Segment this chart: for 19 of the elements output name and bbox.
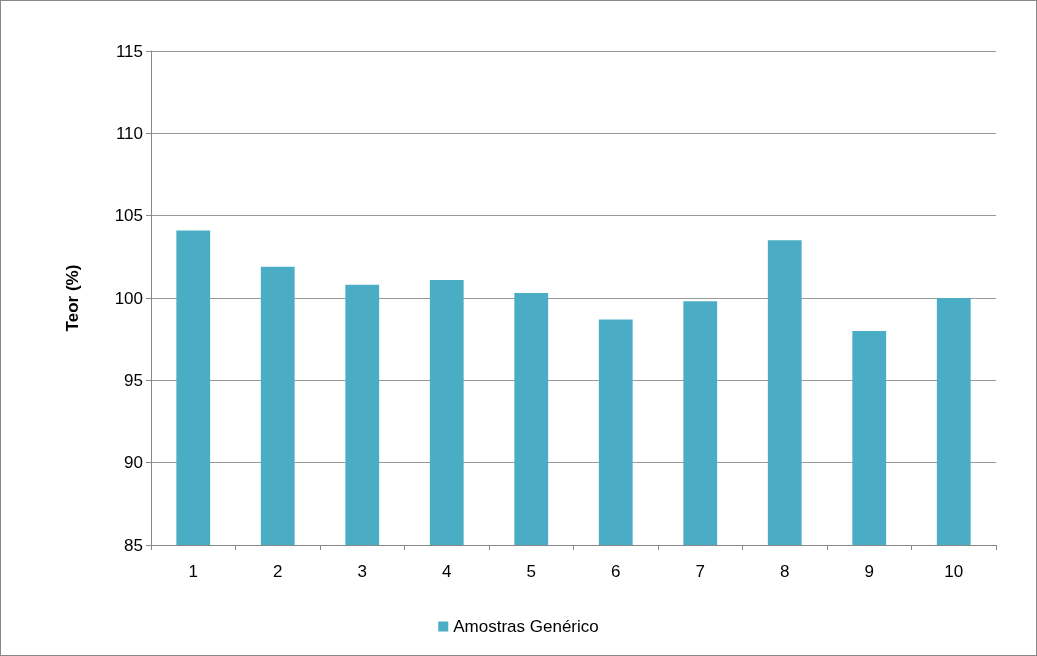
x-tick-label: 1 <box>188 562 198 581</box>
x-tick-label: 8 <box>780 562 790 581</box>
x-tick-label: 5 <box>526 562 536 581</box>
x-tick-label: 3 <box>357 562 367 581</box>
x-tick-label: 4 <box>442 562 452 581</box>
x-tick-label: 9 <box>864 562 874 581</box>
y-tick-label: 95 <box>124 370 143 390</box>
y-tick-label: 85 <box>124 535 143 555</box>
y-tick-label: 90 <box>124 453 143 473</box>
legend-label: Amostras Genérico <box>453 617 599 636</box>
y-tick-label: 100 <box>114 288 143 308</box>
y-axis-title: Teor (%) <box>63 264 82 332</box>
x-tick-label: 6 <box>611 562 621 581</box>
y-tick-label: 115 <box>115 41 143 61</box>
x-tick-label: 7 <box>695 562 705 581</box>
x-tick-label: 2 <box>273 562 283 581</box>
y-tick-label: 105 <box>114 206 143 226</box>
y-tick-label: 110 <box>115 123 143 143</box>
x-tick-label: 10 <box>944 562 964 581</box>
